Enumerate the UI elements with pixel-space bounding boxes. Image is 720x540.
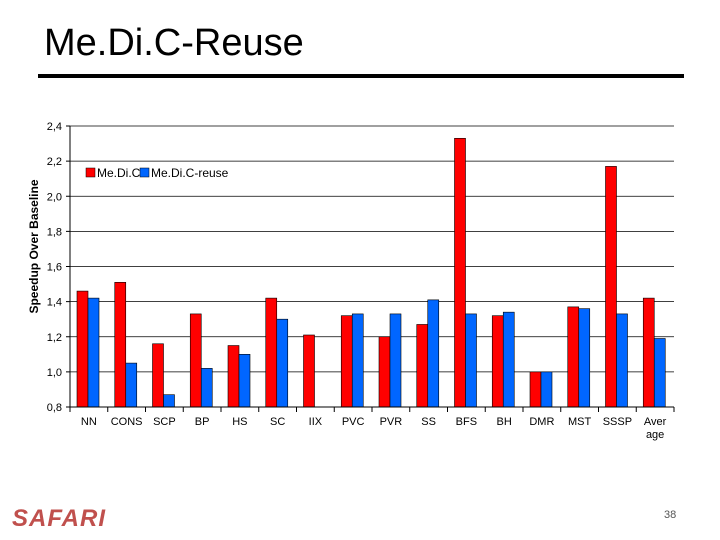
x-tick-label: IIX bbox=[309, 416, 323, 428]
bar-medic-reuse bbox=[653, 338, 666, 408]
x-tick-label: MST bbox=[568, 416, 592, 428]
bar-medic bbox=[152, 343, 164, 408]
bar-medic bbox=[378, 336, 391, 408]
x-tick-label: BFS bbox=[456, 416, 477, 428]
bar-medic-reuse bbox=[200, 368, 213, 408]
bar-medic bbox=[114, 282, 127, 408]
legend: Me.Di.C Me.Di.C-reuse bbox=[85, 166, 229, 180]
safari-logo: SAFARI bbox=[12, 505, 107, 532]
bar-medic bbox=[303, 334, 315, 408]
x-tick-label: SC bbox=[270, 416, 285, 428]
bar-medic-reuse bbox=[238, 354, 251, 408]
bar-medic-reuse bbox=[616, 313, 628, 408]
y-tick-label: 1,2 bbox=[47, 332, 62, 344]
bar-medic-reuse bbox=[465, 313, 477, 408]
bar-medic bbox=[491, 315, 504, 408]
bar-medic bbox=[416, 324, 429, 408]
bar-medic bbox=[340, 315, 353, 408]
bar-medic-reuse bbox=[87, 297, 100, 408]
legend-label: Me.Di.C-reuse bbox=[151, 166, 229, 180]
y-tick-label: 1,6 bbox=[47, 262, 62, 274]
y-tick-label: 2,2 bbox=[47, 156, 62, 168]
axis-labels: 0,8 1,0 1,2 1,4 1,6 1,8 2,0 2,2 2,4 NN CONS SCP BP HS… bbox=[27, 121, 667, 441]
legend-swatch bbox=[139, 167, 150, 178]
bar-medic bbox=[227, 345, 240, 408]
x-tick-label: Aver age bbox=[644, 416, 667, 441]
bar-medic bbox=[265, 297, 278, 408]
bar-medic-reuse bbox=[276, 318, 289, 408]
bar-medic bbox=[605, 166, 617, 408]
x-tick-label: BP bbox=[195, 416, 210, 428]
bar-medic-reuse bbox=[502, 311, 515, 408]
x-tick-label: NN bbox=[81, 416, 97, 428]
x-tick-label: DMR bbox=[529, 416, 554, 428]
y-tick-label: 2,4 bbox=[47, 121, 62, 133]
y-tick-label: 2,0 bbox=[47, 191, 62, 203]
bar-medic-reuse bbox=[578, 308, 591, 408]
x-tick-label: SCP bbox=[153, 416, 176, 428]
bar-medic-reuse bbox=[351, 313, 364, 408]
x-tick-label: PVR bbox=[380, 416, 403, 428]
x-tick-label: PVC bbox=[342, 416, 365, 428]
y-tick-label: 0,8 bbox=[47, 402, 62, 414]
bars bbox=[76, 137, 666, 408]
legend-label: Me.Di.C bbox=[97, 166, 141, 180]
bar-medic bbox=[567, 306, 580, 408]
legend-swatch bbox=[85, 167, 96, 178]
bar-medic-reuse bbox=[427, 299, 440, 408]
y-tick-label: 1,0 bbox=[47, 367, 62, 379]
bar-medic bbox=[529, 371, 542, 408]
x-tick-label: HS bbox=[232, 416, 247, 428]
title-divider bbox=[38, 74, 684, 78]
x-tick-label: CONS bbox=[111, 416, 143, 428]
x-tick-label: BH bbox=[496, 416, 511, 428]
y-tick-label: 1,4 bbox=[47, 297, 62, 309]
bar-medic bbox=[454, 137, 466, 408]
bar-medic bbox=[189, 313, 202, 408]
bar-medic bbox=[642, 297, 655, 408]
page-number: 38 bbox=[664, 509, 677, 521]
y-tick-label: 1,8 bbox=[47, 226, 62, 238]
x-tick-label: SS bbox=[421, 416, 436, 428]
axes bbox=[66, 125, 675, 412]
slide-title: Me.Di.C-Reuse bbox=[44, 22, 304, 64]
x-tick-label: SSSP bbox=[603, 416, 632, 428]
bar-medic-reuse bbox=[125, 362, 138, 408]
bar-medic-reuse bbox=[163, 394, 175, 408]
bar-medic-reuse bbox=[389, 313, 402, 408]
bar-medic-reuse bbox=[540, 371, 553, 408]
bar-medic bbox=[76, 290, 89, 408]
y-axis-title: Speedup Over Baseline bbox=[27, 179, 41, 313]
